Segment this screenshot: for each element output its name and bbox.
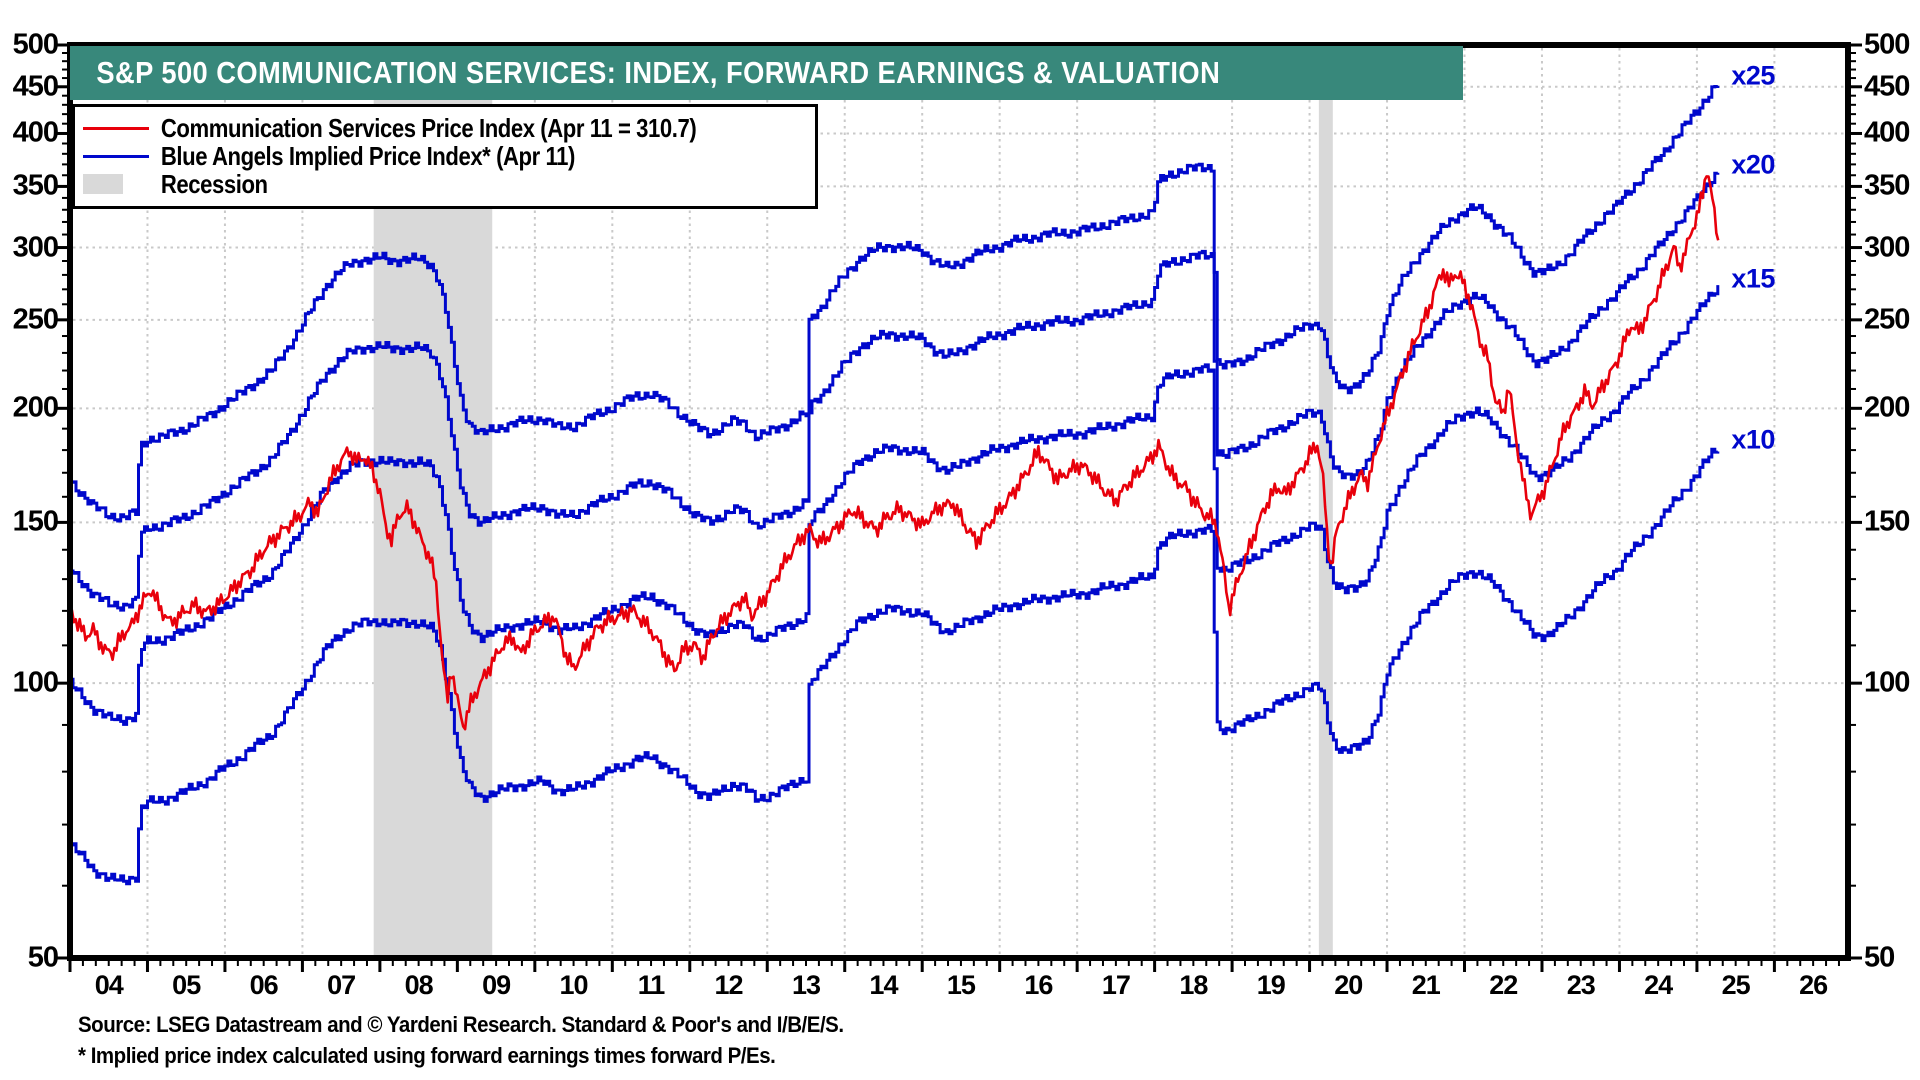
y-tick-label-right-200: 200 bbox=[1864, 391, 1910, 424]
y-tick-label-left-150: 150 bbox=[12, 505, 59, 538]
y-tick-label-left-300: 300 bbox=[12, 231, 59, 264]
x-tick-label-16: 16 bbox=[1024, 970, 1053, 1000]
recession-swatch bbox=[83, 174, 149, 194]
x-tick-label-04: 04 bbox=[94, 970, 124, 1000]
source-line: Source: LSEG Datastream and © Yardeni Re… bbox=[78, 1012, 844, 1037]
y-tick-label-right-400: 400 bbox=[1864, 116, 1910, 149]
x-tick-label-13: 13 bbox=[791, 970, 821, 1000]
blue-angels-line-swatch bbox=[83, 154, 149, 158]
y-tick-label-right-150: 150 bbox=[1864, 505, 1910, 538]
x-tick-label-06: 06 bbox=[249, 970, 279, 1000]
y-tick-label-right-250: 250 bbox=[1864, 303, 1910, 336]
multiple-label-x10: x10 bbox=[1731, 424, 1775, 455]
x-tick-label-26: 26 bbox=[1799, 970, 1828, 1000]
x-tick-label-09: 09 bbox=[482, 970, 511, 1000]
y-tick-label-right-450: 450 bbox=[1864, 70, 1910, 103]
x-tick-label-18: 18 bbox=[1179, 970, 1208, 1000]
x-tick-label-07: 07 bbox=[327, 970, 356, 1000]
y-tick-label-left-350: 350 bbox=[12, 169, 59, 202]
x-tick-label-22: 22 bbox=[1489, 970, 1518, 1000]
y-tick-label-left-450: 450 bbox=[12, 70, 59, 103]
x-tick-label-10: 10 bbox=[559, 970, 589, 1000]
y-tick-label-left-250: 250 bbox=[12, 303, 59, 336]
legend-row-blue-angels: Blue Angels Implied Price Index* (Apr 11… bbox=[83, 140, 793, 171]
x-tick-label-12: 12 bbox=[714, 970, 743, 1000]
multiple-label-x20: x20 bbox=[1731, 149, 1775, 180]
blue-angel-line-x25 bbox=[72, 85, 1720, 523]
legend-row-price: Communication Services Price Index (Apr … bbox=[83, 112, 793, 143]
y-tick-label-right-300: 300 bbox=[1864, 231, 1910, 264]
x-tick-label-19: 19 bbox=[1256, 970, 1286, 1000]
x-tick-label-17: 17 bbox=[1101, 970, 1131, 1000]
x-tick-label-23: 23 bbox=[1566, 970, 1596, 1000]
chart-title: S&P 500 COMMUNICATION SERVICES: INDEX, F… bbox=[96, 55, 1221, 90]
y-tick-label-right-500: 500 bbox=[1864, 28, 1910, 61]
y-tick-label-right-50: 50 bbox=[1864, 941, 1895, 974]
y-tick-label-left-500: 500 bbox=[12, 28, 59, 61]
x-tick-label-15: 15 bbox=[946, 970, 976, 1000]
x-tick-label-25: 25 bbox=[1721, 970, 1751, 1000]
x-tick-label-14: 14 bbox=[869, 970, 898, 1000]
legend-row-recession: Recession bbox=[83, 168, 793, 199]
x-tick-label-21: 21 bbox=[1411, 970, 1441, 1000]
multiple-label-x25: x25 bbox=[1731, 60, 1775, 91]
x-tick-label-20: 20 bbox=[1334, 970, 1363, 1000]
y-tick-label-left-50: 50 bbox=[27, 941, 59, 974]
y-tick-label-left-200: 200 bbox=[12, 391, 59, 424]
title-banner: S&P 500 COMMUNICATION SERVICES: INDEX, F… bbox=[70, 46, 1463, 100]
price-line-swatch bbox=[83, 126, 149, 130]
legend-label-price: Communication Services Price Index (Apr … bbox=[160, 112, 697, 143]
x-tick-label-24: 24 bbox=[1644, 970, 1673, 1000]
blue-angel-line-x10 bbox=[72, 447, 1720, 886]
data-series bbox=[72, 85, 1720, 886]
y-tick-label-left-100: 100 bbox=[12, 666, 59, 699]
y-tick-label-right-100: 100 bbox=[1864, 666, 1910, 699]
price-line bbox=[72, 175, 1720, 731]
legend-label-recession: Recession bbox=[160, 168, 268, 199]
x-tick-label-05: 05 bbox=[172, 970, 201, 1000]
legend: Communication Services Price Index (Apr … bbox=[72, 104, 818, 209]
blue-angel-line-x15 bbox=[72, 285, 1720, 726]
plot-frame bbox=[67, 42, 1851, 961]
legend-label-blue-angels: Blue Angels Implied Price Index* (Apr 11… bbox=[160, 140, 575, 171]
y-tick-label-left-400: 400 bbox=[12, 116, 59, 149]
y-tick-label-right-350: 350 bbox=[1864, 169, 1910, 202]
axis-ticks bbox=[56, 43, 1862, 972]
multiple-label-x15: x15 bbox=[1731, 263, 1775, 294]
x-tick-label-11: 11 bbox=[637, 970, 666, 1000]
x-tick-label-08: 08 bbox=[404, 970, 434, 1000]
blue-angel-line-x20 bbox=[72, 171, 1720, 612]
footnote-line: * Implied price index calculated using f… bbox=[78, 1043, 776, 1068]
